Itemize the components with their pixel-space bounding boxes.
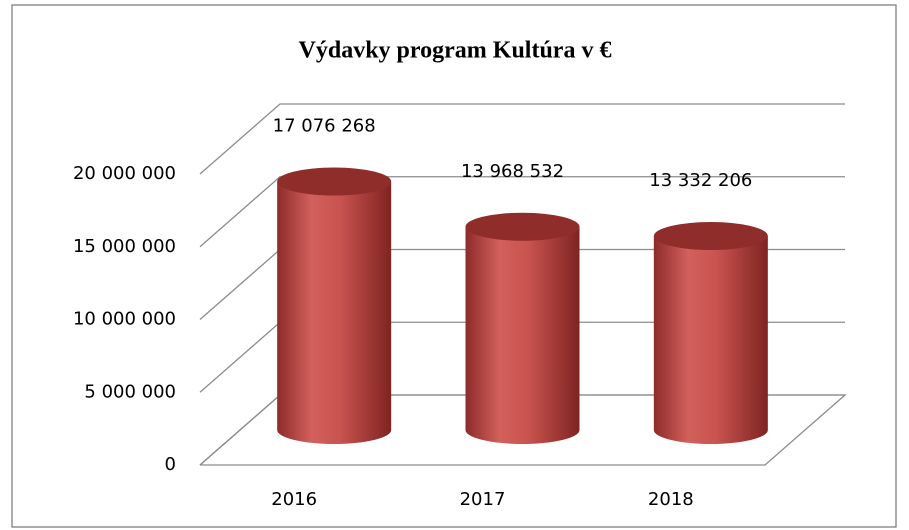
x-tick-label: 2017 <box>460 489 506 510</box>
grid-line <box>199 103 845 175</box>
x-tick-label: 2016 <box>271 489 317 510</box>
grid-line <box>199 176 845 248</box>
bar-top <box>653 222 768 251</box>
value-label: 13 968 532 <box>461 161 564 182</box>
y-tick-label: 15 000 000 <box>73 236 176 257</box>
bar <box>653 222 768 444</box>
y-tick-label: 5 000 000 <box>84 381 176 402</box>
bar-body <box>277 181 392 445</box>
bar-top <box>465 212 580 241</box>
y-tick-label: 20 000 000 <box>73 163 176 184</box>
bar <box>277 167 392 445</box>
y-tick-label: 0 <box>165 454 176 475</box>
chart-title: Výdavky program Kultúra v € <box>299 38 612 64</box>
bar-top <box>277 167 392 196</box>
value-label: 13 332 206 <box>649 170 752 191</box>
bar <box>465 212 580 444</box>
x-tick-label: 2018 <box>648 489 694 510</box>
bar-body <box>653 236 768 444</box>
bar-body <box>465 226 580 444</box>
value-label: 17 076 268 <box>273 116 376 137</box>
y-tick-label: 10 000 000 <box>73 309 176 330</box>
